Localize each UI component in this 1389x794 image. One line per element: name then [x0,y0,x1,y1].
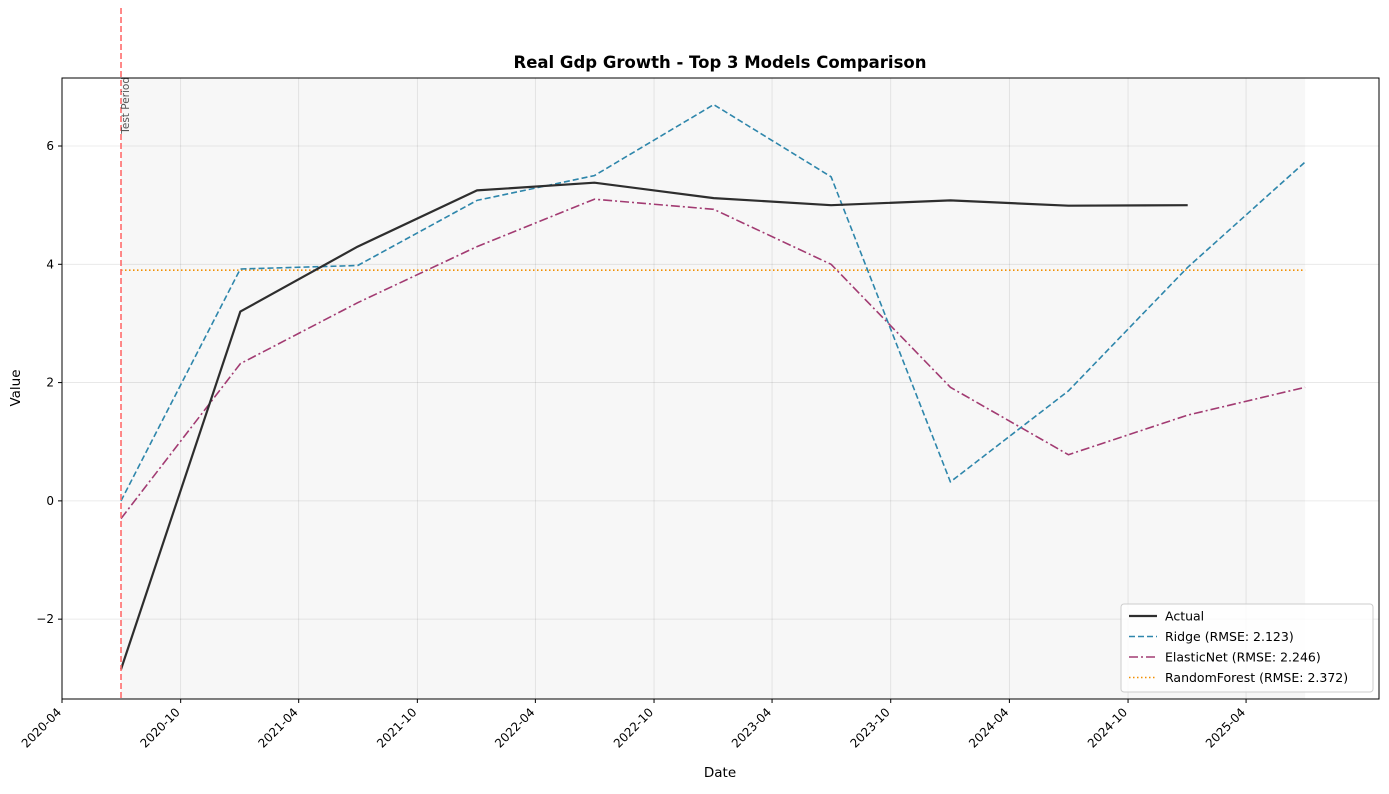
test-period-shading [121,78,1306,699]
x-axis-label: Date [704,765,736,781]
legend-entry: RandomForest (RMSE: 2.372) [1165,670,1348,685]
series-line-elasticnet [120,198,1306,520]
plot-frame [61,77,1380,700]
series-line-actual [119,181,1188,670]
y-axis-label: Value [8,369,24,406]
chart-title: Real Gdp Growth - Top 3 Models Compariso… [513,53,926,72]
y-tick-label: 2 [46,376,54,390]
legend-box [1120,603,1374,693]
test-period-label: Test Period [120,77,132,135]
y-tick-label: 4 [46,257,54,271]
legend-entry: ElasticNet (RMSE: 2.246) [1165,650,1321,665]
series-line-ridge [120,103,1306,502]
y-tick-label: 6 [46,139,54,153]
y-tick-label: −2 [36,612,54,626]
legend-entry: Actual [1165,609,1204,624]
legend-entry: Ridge (RMSE: 2.123) [1165,629,1294,644]
y-tick-label: 0 [46,494,54,508]
